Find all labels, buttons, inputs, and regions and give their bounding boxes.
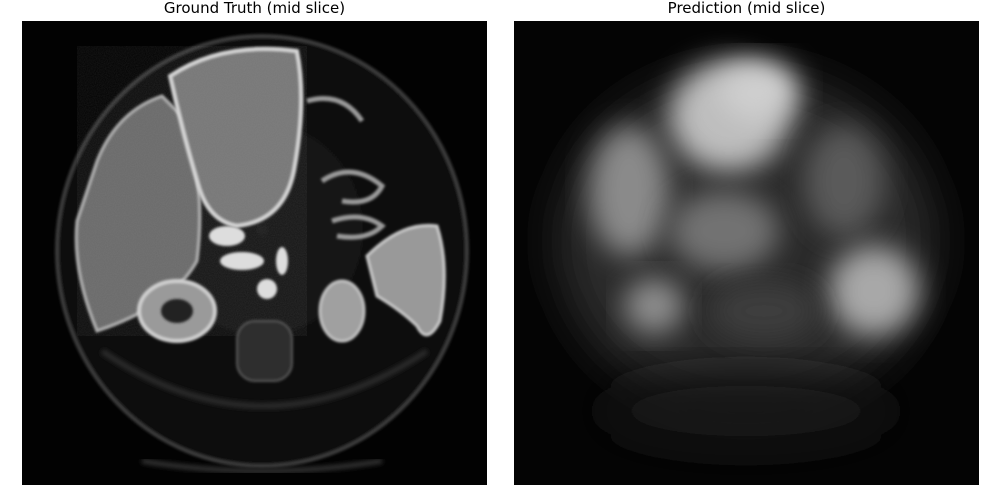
prediction-title: Prediction (mid slice) <box>667 0 826 17</box>
ground-truth-image <box>22 21 487 485</box>
prediction-image <box>514 21 979 485</box>
ground-truth-title: Ground Truth (mid slice) <box>163 0 346 17</box>
